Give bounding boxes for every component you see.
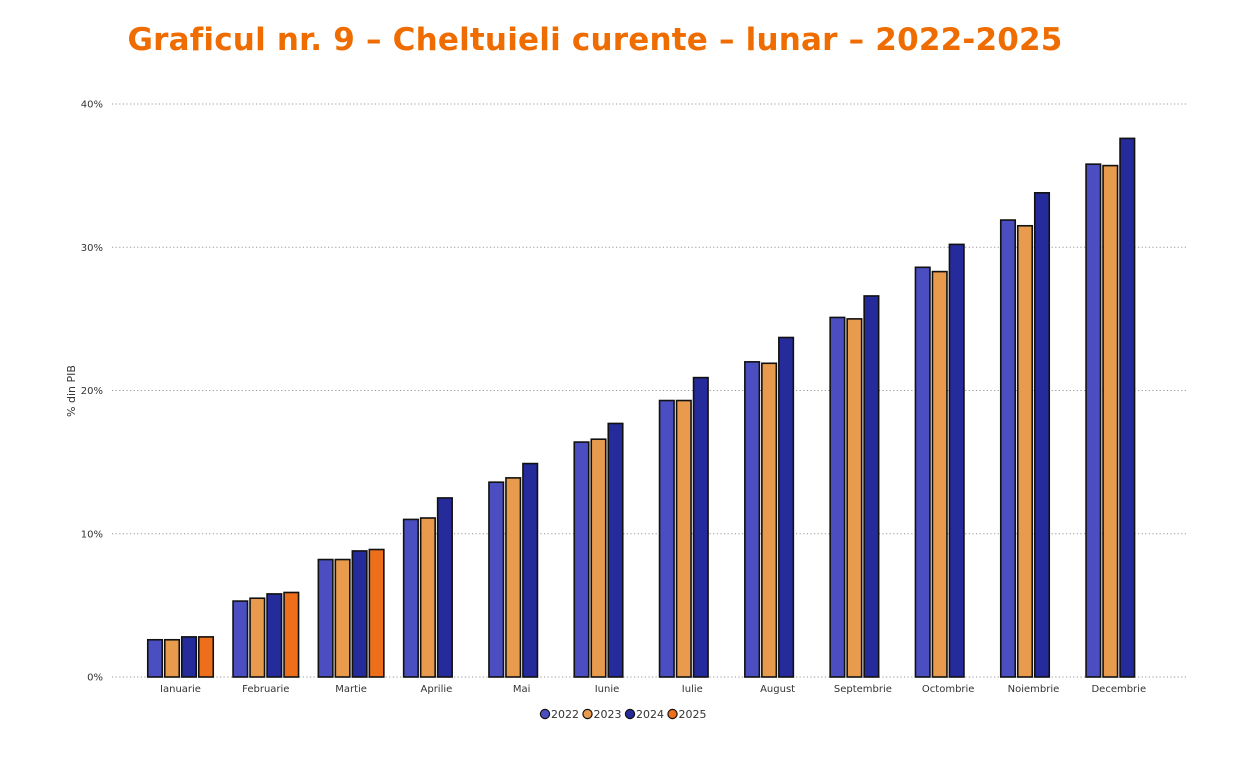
legend-label: 2022 — [551, 708, 579, 721]
x-category-label: Aprilie — [421, 684, 453, 695]
legend-item-2024: 2024 — [624, 708, 664, 721]
legend: 2022 2023 2024 2025 — [539, 708, 707, 721]
bar-2023-martie — [334, 558, 351, 678]
legend-item-2022: 2022 — [539, 708, 579, 721]
x-category-label: Februarie — [242, 684, 289, 695]
bar-2022-mai — [488, 481, 505, 678]
bar-2022-aprilie — [402, 518, 419, 678]
bar-2023-februarie — [249, 597, 266, 678]
legend-swatch — [667, 708, 678, 720]
bar-2024-iulie — [692, 376, 709, 678]
bar-2022-decembrie — [1085, 163, 1102, 678]
y-tick-label: 20% — [81, 386, 103, 397]
legend-label: 2025 — [679, 708, 707, 721]
bar-2024-noiembrie — [1033, 192, 1051, 678]
bar-2023-decembrie — [1102, 164, 1119, 678]
bar-2022-februarie — [232, 600, 249, 678]
x-axis-categories: Ianuarie Februarie Martie Aprilie Mai Iunie Iu… — [160, 684, 1146, 695]
x-category-label: Iulie — [682, 684, 703, 695]
bar-2023-iulie — [675, 399, 692, 678]
bar-2022-iunie — [573, 441, 590, 678]
chart-title: Graficul nr. 9 – Cheltuieli curente – lu… — [127, 22, 1063, 58]
y-axis-ticks: 0% 10% 20% 30% 40% — [81, 100, 103, 684]
bar-2023-mai — [505, 477, 522, 678]
x-category-label: Ianuarie — [160, 684, 201, 695]
y-tick-label: 0% — [87, 673, 103, 684]
x-category-label: August — [760, 684, 795, 695]
x-category-label: Martie — [335, 684, 367, 695]
bar-2023-noiembrie — [1016, 224, 1034, 678]
bar-2022-martie — [317, 558, 334, 678]
bar-2024-decembrie — [1119, 137, 1136, 678]
bar-2024-mai — [522, 462, 539, 678]
y-tick-label: 40% — [81, 100, 103, 111]
bar-2022-august — [744, 361, 761, 678]
x-category-label: Iunie — [595, 684, 620, 695]
legend-item-2025: 2025 — [667, 708, 707, 721]
bar-2024-aprilie — [436, 497, 453, 678]
bar-2022-noiembrie — [999, 219, 1017, 678]
bar-2022-septembrie — [829, 316, 846, 678]
legend-swatch — [582, 708, 593, 720]
x-category-label: Septembrie — [834, 684, 892, 695]
legend-label: 2023 — [594, 708, 622, 721]
x-category-label: Decembrie — [1091, 684, 1146, 695]
x-category-label: Octombrie — [922, 684, 975, 695]
bar-2022-ianuarie — [146, 638, 164, 678]
x-category-label: Noiembrie — [1008, 684, 1060, 695]
bar-2025-februarie — [283, 591, 300, 678]
bar-2024-februarie — [266, 593, 283, 678]
legend-item-2023: 2023 — [582, 708, 622, 721]
bar-2024-iunie — [607, 422, 624, 678]
bar-2024-martie — [351, 550, 368, 678]
bar-2023-aprilie — [419, 517, 436, 678]
bar-2025-martie — [368, 548, 385, 678]
bar-2025-ianuarie — [197, 636, 215, 678]
bar-2023-ianuarie — [163, 638, 181, 678]
bar-2023-iunie — [590, 438, 607, 678]
bars — [146, 137, 1136, 678]
bar-2024-august — [778, 336, 795, 678]
bar-2023-octombrie — [931, 270, 948, 678]
y-axis-label: % din PIB — [65, 365, 78, 417]
bar-2024-septembrie — [863, 295, 880, 678]
bar-2022-iulie — [658, 399, 675, 678]
bar-2024-ianuarie — [180, 636, 198, 678]
legend-swatch — [539, 708, 551, 720]
bar-2024-octombrie — [948, 243, 965, 678]
legend-swatch — [624, 708, 636, 720]
bar-2023-august — [761, 362, 778, 678]
legend-label: 2024 — [636, 708, 664, 721]
bar-2022-octombrie — [914, 266, 931, 678]
y-tick-label: 10% — [81, 529, 103, 540]
x-category-label: Mai — [513, 684, 531, 695]
bar-2023-septembrie — [846, 318, 863, 678]
y-tick-label: 30% — [81, 243, 103, 254]
